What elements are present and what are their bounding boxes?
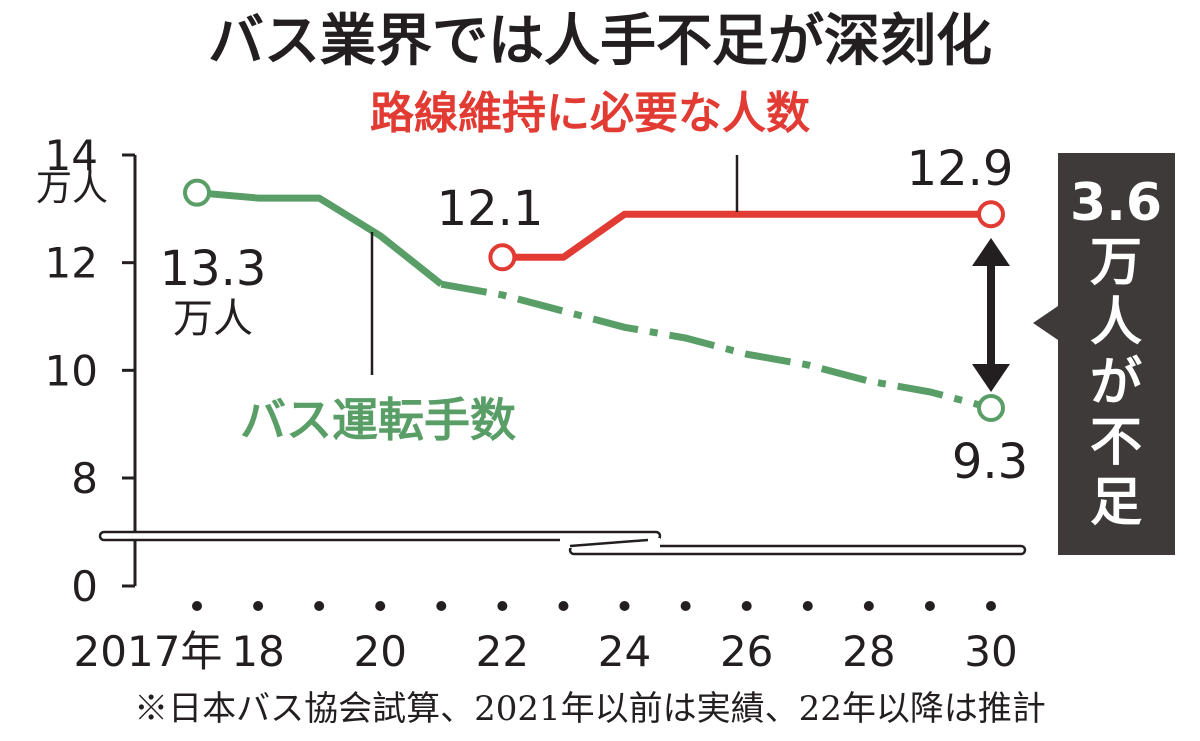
callout-value: 3.6 <box>1070 173 1162 233</box>
series-line-forecast <box>440 280 992 412</box>
y-axis-label: 万人 <box>36 168 108 209</box>
series-endpoint-marker <box>977 200 1005 229</box>
series-label-required: 路線維持に必要な人数 <box>370 88 810 139</box>
x-dot <box>986 601 996 611</box>
x-tick-label: 18 <box>231 627 284 676</box>
x-tick-label: 20 <box>354 627 407 676</box>
x-tick-label: 26 <box>720 627 773 676</box>
callout-line-2: 人 <box>1090 293 1142 353</box>
x-dot <box>741 601 752 611</box>
chart-title: バス業界では人手不足が深刻化 <box>208 9 992 74</box>
callout-line-5: 足 <box>1090 473 1142 533</box>
callout-box <box>1058 153 1175 555</box>
y-tick-label: 8 <box>71 454 98 503</box>
x-tick-label: 30 <box>964 627 1017 676</box>
callout-line-1: 万 <box>1090 233 1142 293</box>
callout-line-4: 不 <box>1090 413 1142 473</box>
x-dot <box>497 601 508 611</box>
data-label-drivers-end: 9.3 <box>952 434 1028 490</box>
x-dots <box>192 601 996 611</box>
x-dot <box>802 601 813 611</box>
x-tick-label: 2017年 <box>74 627 223 676</box>
series-endpoint-marker <box>488 243 517 272</box>
x-dot <box>314 601 325 611</box>
y-tick-label: 0 <box>71 562 98 611</box>
series-label-drivers: バス運転手数 <box>240 393 516 447</box>
data-label-drivers-start-unit: 万人 <box>173 296 253 342</box>
x-dot <box>192 601 202 611</box>
y-tick-label: 14 <box>45 131 98 180</box>
data-label-required-start: 12.1 <box>437 181 544 237</box>
series-endpoint-marker <box>977 394 1005 423</box>
x-dot <box>558 601 569 611</box>
x-tick-label: 28 <box>842 627 895 676</box>
x-dot <box>253 601 264 611</box>
x-dot <box>619 601 630 611</box>
y-tick-label: 10 <box>45 346 98 395</box>
x-ticks: 2017年 18 20 22 24 26 28 30 <box>74 627 1018 676</box>
data-label-required-end: 12.9 <box>907 141 1014 197</box>
series-drivers <box>183 178 1005 423</box>
series-required <box>488 200 1005 272</box>
series-endpoint-marker <box>183 178 211 207</box>
x-dot <box>375 601 386 611</box>
y-ticks: 0 8 10 12 14 <box>45 131 135 611</box>
x-dot <box>680 601 691 611</box>
gap-arrow <box>972 238 1010 392</box>
x-dot <box>924 601 935 611</box>
source-note: ※日本バス協会試算、2021年以前は実績、22年以降は推計 <box>134 689 1046 729</box>
callout-line-3: が <box>1090 353 1142 413</box>
x-dot <box>863 601 874 611</box>
x-tick-label: 24 <box>598 627 651 676</box>
axis-break <box>98 530 1027 556</box>
x-tick-label: 22 <box>476 627 529 676</box>
data-label-drivers-start: 13.3 <box>160 241 267 297</box>
x-dot <box>436 601 447 611</box>
y-tick-label: 12 <box>45 239 98 288</box>
series-line-actual <box>196 189 444 287</box>
shortage-callout: 3.6 万 人 が 不 足 <box>1033 153 1175 555</box>
series-line <box>502 210 991 261</box>
